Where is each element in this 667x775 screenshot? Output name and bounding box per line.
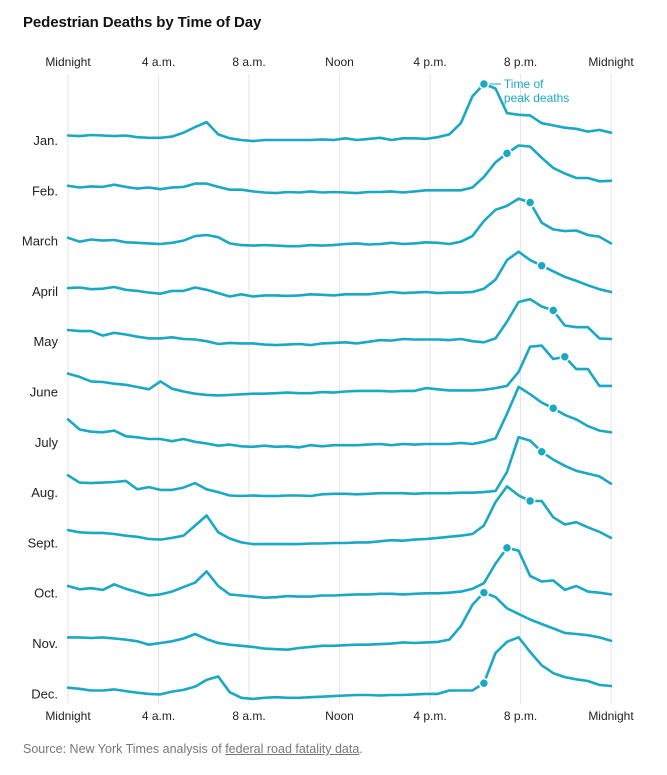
peak-marker-may <box>547 305 559 316</box>
row-july: July <box>35 385 613 450</box>
x-axis-top: Midnight 4 a.m. 8 a.m. Noon 4 p.m. 8 p.m. Midn… <box>45 55 634 69</box>
row-label-april: April <box>32 284 58 299</box>
x-tick-bottom-6: Midnight <box>588 709 634 723</box>
x-axis-bottom: Midnight 4 a.m. 8 a.m. Noon 4 p.m. 8 p.m. Midn… <box>45 709 634 723</box>
series-line-sept <box>66 485 613 546</box>
row-march: March <box>22 197 613 249</box>
series-line-aug <box>66 435 613 498</box>
series-rows: Jan. Feb. March April May June July Aug. Sept. Oc… <box>22 78 613 701</box>
x-tick-bottom-2: 8 a.m. <box>232 709 265 723</box>
row-feb: Feb. <box>32 144 613 198</box>
x-tick-top-3: Noon <box>325 55 354 69</box>
annotation-text-line1: Time of <box>504 77 544 91</box>
row-label-jan: Jan. <box>33 133 58 148</box>
row-sept: Sept. <box>28 485 613 550</box>
source-suffix: . <box>359 742 363 756</box>
row-label-feb: Feb. <box>32 183 58 198</box>
x-tick-bottom-1: 4 a.m. <box>142 709 175 723</box>
x-tick-top-6: Midnight <box>588 55 634 69</box>
x-tick-top-4: 4 p.m. <box>413 55 446 69</box>
row-nov: Nov. <box>32 587 613 651</box>
peak-marker-sept <box>524 495 536 507</box>
source-note: Source: New York Times analysis of feder… <box>23 742 363 756</box>
series-line-april <box>66 250 613 298</box>
x-tick-bottom-0: Midnight <box>45 709 91 723</box>
series-line-oct <box>66 546 613 599</box>
x-tick-bottom-3: Noon <box>325 709 354 723</box>
row-may: May <box>33 297 613 349</box>
row-label-may: May <box>33 334 58 349</box>
peak-marker-feb <box>501 148 513 159</box>
x-tick-top-2: 8 a.m. <box>232 55 265 69</box>
peak-marker-june <box>559 351 571 363</box>
peak-marker-jan <box>478 78 490 90</box>
x-tick-top-5: 8 p.m. <box>504 55 537 69</box>
row-june: June <box>30 344 613 400</box>
series-line-jan <box>66 82 613 143</box>
row-dec: Dec. <box>31 636 613 701</box>
row-aug: Aug. <box>31 435 613 500</box>
annotation-text-line2: peak deaths <box>504 91 569 105</box>
row-oct: Oct. <box>34 542 613 601</box>
x-tick-bottom-5: 8 p.m. <box>504 709 537 723</box>
x-tick-top-1: 4 a.m. <box>142 55 175 69</box>
chart-title: Pedestrian Deaths by Time of Day <box>23 14 262 31</box>
series-line-feb <box>66 144 613 195</box>
series-line-nov <box>66 591 613 651</box>
peak-marker-dec <box>478 677 490 689</box>
peak-marker-july <box>547 402 559 414</box>
source-prefix: Source: New York Times analysis of <box>23 742 226 756</box>
row-label-june: June <box>30 385 58 400</box>
peak-marker-nov <box>478 587 490 598</box>
row-label-dec: Dec. <box>31 686 58 701</box>
series-line-march <box>66 197 613 248</box>
peak-marker-aug <box>536 446 547 458</box>
row-label-oct: Oct. <box>34 586 58 601</box>
source-link[interactable]: federal road fatality data <box>225 742 360 756</box>
row-label-july: July <box>35 435 59 450</box>
row-label-march: March <box>22 234 58 249</box>
peak-marker-oct <box>501 542 513 554</box>
row-label-nov: Nov. <box>32 636 58 651</box>
peak-marker-march <box>524 197 536 208</box>
series-line-july <box>66 385 613 449</box>
series-line-june <box>66 344 613 397</box>
series-line-dec <box>66 636 613 701</box>
row-label-aug: Aug. <box>31 485 58 500</box>
x-tick-bottom-4: 4 p.m. <box>413 709 446 723</box>
x-tick-top-0: Midnight <box>45 55 91 69</box>
pedestrian-deaths-chart: Midnight 4 a.m. 8 a.m. Noon 4 p.m. 8 p.m. Midn… <box>22 55 634 723</box>
peak-marker-april <box>536 260 547 271</box>
row-jan: Jan. <box>33 78 613 148</box>
series-line-may <box>66 297 613 347</box>
row-label-sept: Sept. <box>28 535 58 550</box>
row-april: April <box>32 250 613 299</box>
